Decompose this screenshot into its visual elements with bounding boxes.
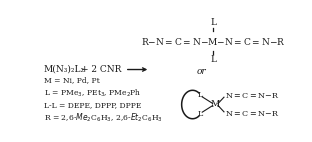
Text: M = Ni, Pd, Pt: M = Ni, Pd, Pt [44,76,100,84]
Text: L-L = DEPE, DPPP, DPPE: L-L = DEPE, DPPP, DPPE [44,102,141,110]
Text: N$=$C$=$N$-$R: N$=$C$=$N$-$R [225,109,280,118]
Text: M: M [211,100,220,109]
Text: L: L [210,18,216,27]
Text: + 2 CNR: + 2 CNR [81,65,122,74]
Text: or: or [196,67,206,76]
Text: R$-$N$=$C$=$N$-$M$-$N$=$C$=$N$-$R: R$-$N$=$C$=$N$-$M$-$N$=$C$=$N$-$R [141,36,285,47]
Text: N$=$C$=$N$-$R: N$=$C$=$N$-$R [225,91,280,100]
Text: L: L [197,91,202,99]
Text: L: L [210,55,216,64]
Text: L: L [197,110,202,118]
Text: L = PMe$_3$, PEt$_3$, PMe$_2$Ph: L = PMe$_3$, PEt$_3$, PMe$_2$Ph [44,87,141,99]
Text: R = 2,6-$\mathit{Me}_2$C$_6$H$_3$, 2,6-$\mathit{Et}_2$C$_6$H$_3$: R = 2,6-$\mathit{Me}_2$C$_6$H$_3$, 2,6-$… [44,112,163,124]
Text: M(N₃)₂L₂: M(N₃)₂L₂ [44,65,85,74]
